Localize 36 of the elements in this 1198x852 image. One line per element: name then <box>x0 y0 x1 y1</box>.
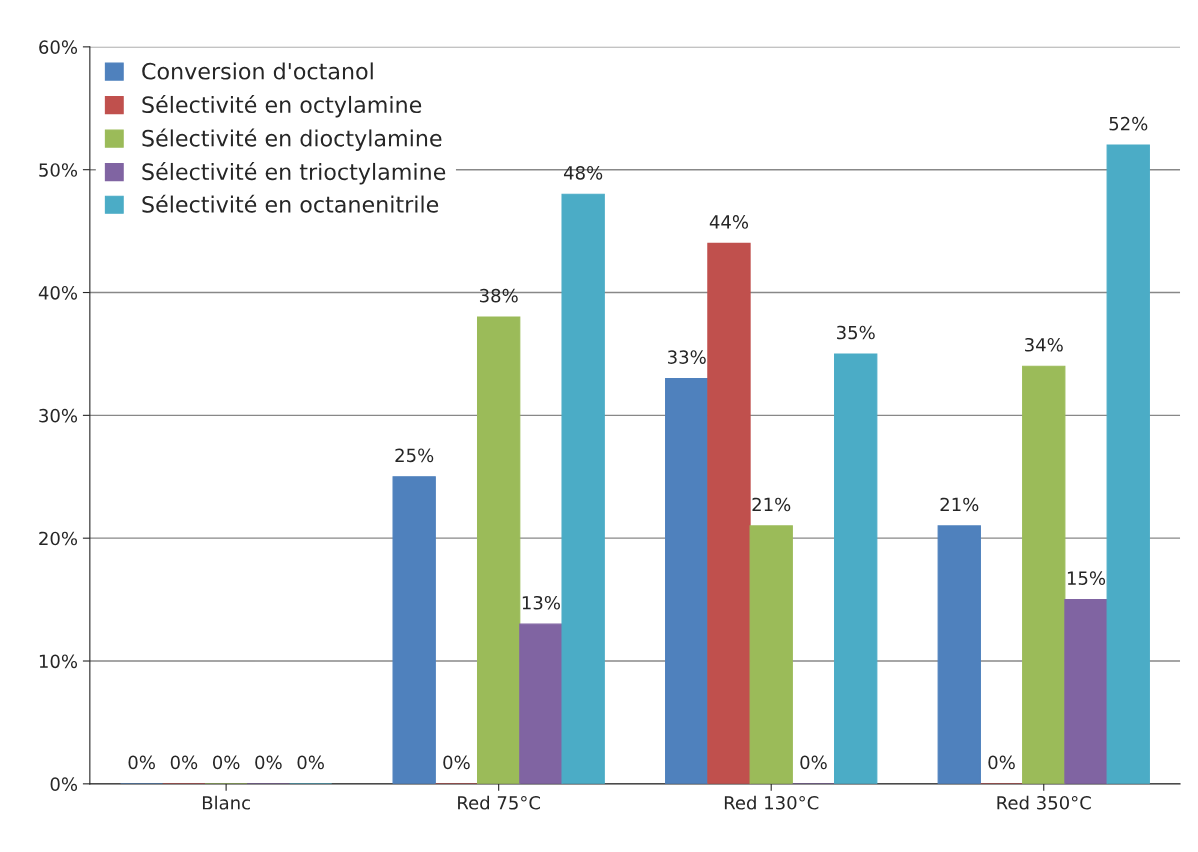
data-label: 0% <box>255 755 282 770</box>
data-label: 21% <box>940 497 979 512</box>
data-label: 0% <box>443 755 470 770</box>
data-label: 0% <box>800 755 827 770</box>
data-label: 0% <box>212 755 240 770</box>
data-label: 52% <box>1109 116 1148 131</box>
data-label: 35% <box>837 325 875 340</box>
x-tick-label: Blanc <box>202 795 250 810</box>
data-label: 15% <box>1067 571 1106 585</box>
x-tick-label: Red 350°C <box>997 795 1091 810</box>
data-label: 0% <box>988 755 1015 770</box>
y-tick-label: 0% <box>50 777 78 791</box>
legend-label: Sélectivité en dioctylamine <box>142 128 442 151</box>
data-label: 48% <box>563 165 603 180</box>
y-tick-label: 20% <box>39 531 78 546</box>
y-tick-label: 10% <box>39 654 78 669</box>
data-label: 33% <box>668 350 706 364</box>
legend-label: Sélectivité en octylamine <box>142 95 422 118</box>
data-label: 0% <box>128 755 155 770</box>
x-tick-label: Red 75°C <box>458 795 541 810</box>
data-label: 21% <box>752 497 791 512</box>
y-tick-label: 60% <box>39 40 78 54</box>
legend-label: Conversion d'octanol <box>142 62 373 80</box>
data-label: 44% <box>709 215 749 229</box>
data-label: 0% <box>170 755 198 770</box>
data-label: 13% <box>522 595 560 610</box>
x-tick-label: Red 130°C <box>724 795 819 810</box>
y-tick-label: 50% <box>39 163 78 177</box>
data-label: 34% <box>1025 337 1063 352</box>
data-label: 0% <box>297 755 324 770</box>
data-label: 25% <box>395 448 434 463</box>
legend-label: Sélectivité en trioctylamine <box>142 162 446 185</box>
data-label: 38% <box>479 288 518 303</box>
y-tick-label: 40% <box>38 285 78 300</box>
legend-label: Sélectivité en octanenitrile <box>142 194 439 213</box>
y-tick-label: 30% <box>39 408 78 423</box>
